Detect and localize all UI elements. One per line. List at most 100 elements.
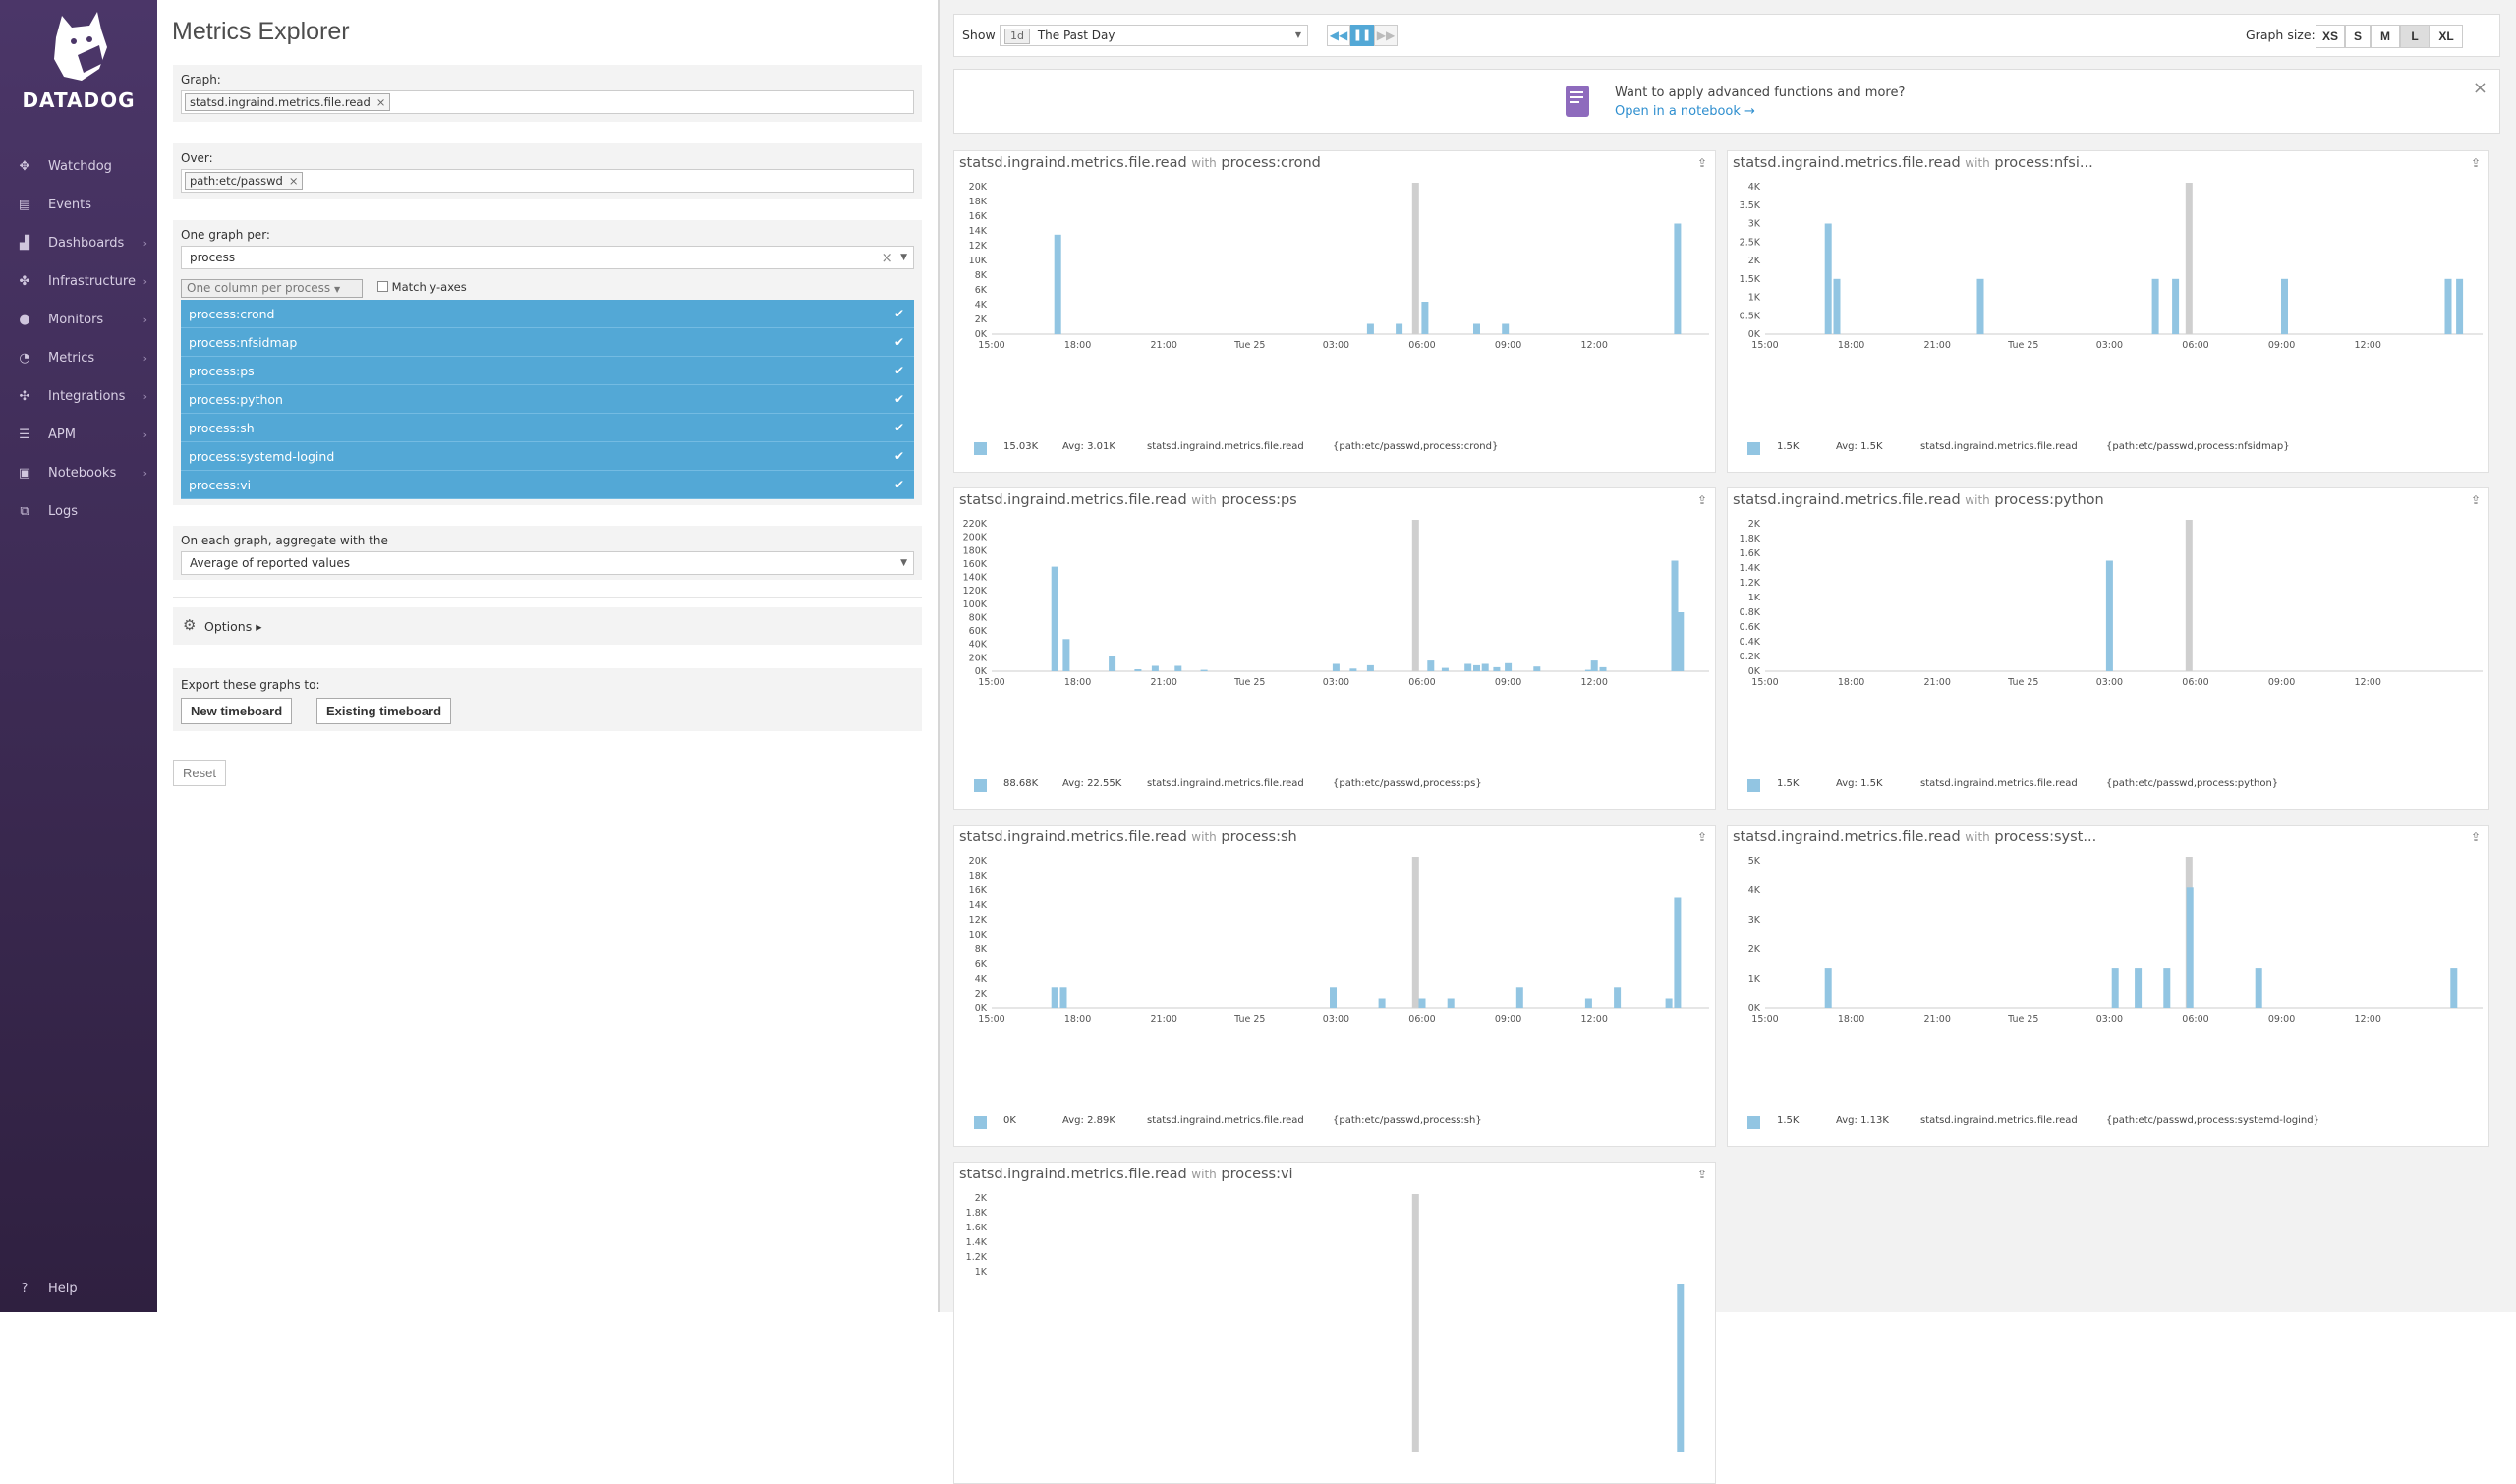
process-option[interactable]: process:sh ✔ [181,414,914,442]
metric-tag[interactable]: statsd.ingraind.metrics.file.read × [185,93,391,111]
data-bar[interactable] [1062,639,1070,671]
aggregate-select[interactable]: Average of reported values ▼ [181,551,914,575]
data-bar[interactable] [1481,663,1489,672]
open-notebook-link[interactable]: Open in a notebook → [1615,104,1755,119]
sidebar-item-apm[interactable]: ☰ APM › [0,418,157,453]
datadog-logo[interactable]: DATADOG [0,8,157,126]
data-bar[interactable] [1378,998,1386,1009]
data-bar[interactable] [1473,664,1480,671]
data-bar[interactable] [1330,987,1337,1009]
clear-icon[interactable]: × [881,249,893,266]
remove-tag-icon[interactable]: × [288,174,299,188]
data-bar[interactable] [2105,560,2113,672]
new-timeboard-button[interactable]: New timeboard [181,698,293,724]
data-bar[interactable] [1200,669,1208,671]
remove-tag-icon[interactable]: × [375,95,386,109]
metric-graph-panel[interactable]: statsd.ingraind.metrics.file.read with p… [1727,487,2489,810]
data-bar[interactable] [2186,887,2194,1008]
size-xl-button[interactable]: XL [2430,25,2463,48]
sidebar-item-notebooks[interactable]: ▣ Notebooks › [0,456,157,491]
export-graph-icon[interactable]: ⇪ [1696,830,1707,844]
data-bar[interactable] [1677,612,1685,671]
data-bar[interactable] [1533,666,1541,671]
data-bar[interactable] [1671,560,1679,672]
size-s-button[interactable]: S [2345,25,2371,48]
existing-timeboard-button[interactable]: Existing timeboard [316,698,452,724]
process-option[interactable]: process:python ✔ [181,385,914,414]
metric-graph-panel[interactable]: statsd.ingraind.metrics.file.read with p… [953,1162,1716,1484]
data-bar[interactable] [2172,278,2180,335]
match-y-checkbox[interactable] [377,281,388,292]
data-bar[interactable] [1109,656,1116,671]
forward-icon[interactable]: ▶▶ [1374,25,1398,46]
process-option[interactable]: process:nfsidmap ✔ [181,328,914,357]
data-bar[interactable] [1493,666,1501,671]
data-bar[interactable] [2444,278,2452,335]
data-bar[interactable] [1349,668,1357,671]
data-bar[interactable] [2151,278,2159,335]
data-bar[interactable] [1151,665,1159,672]
data-bar[interactable] [1051,566,1058,671]
process-option[interactable]: process:systemd-logind ✔ [181,442,914,471]
size-xs-button[interactable]: XS [2316,25,2345,48]
over-scope-input[interactable]: path:etc/passwd × [181,169,914,193]
data-bar[interactable] [2456,278,2464,335]
scope-tag[interactable]: path:etc/passwd × [185,172,304,190]
column-select[interactable]: One column per process ▼ [181,279,363,298]
data-bar[interactable] [1584,669,1592,671]
data-bar[interactable] [1427,660,1435,671]
pause-icon[interactable]: ❚❚ [1350,25,1374,46]
data-bar[interactable] [1502,323,1510,335]
data-bar[interactable] [2450,968,2458,1008]
reset-button[interactable]: Reset [173,760,226,786]
export-graph-icon[interactable]: ⇪ [2470,156,2481,170]
data-bar[interactable] [2111,968,2119,1008]
sidebar-item-watchdog[interactable]: ✥ Watchdog [0,149,157,185]
process-option[interactable]: process:ps ✔ [181,357,914,385]
chevron-down-icon[interactable]: ▼ [900,253,907,262]
time-range-select[interactable]: 1d The Past Day ▼ [1000,25,1308,46]
export-graph-icon[interactable]: ⇪ [1696,1168,1707,1181]
options-toggle[interactable]: Options ▸ [204,619,262,634]
data-bar[interactable] [1824,968,1832,1008]
graph-metric-input[interactable]: statsd.ingraind.metrics.file.read × [181,90,914,114]
data-bar[interactable] [1396,323,1403,335]
data-bar[interactable] [2281,278,2288,335]
data-bar[interactable] [2135,968,2143,1008]
sidebar-item-events[interactable]: ▤ Events [0,188,157,223]
data-bar[interactable] [2255,968,2262,1008]
data-bar[interactable] [1584,998,1592,1009]
match-y-axes[interactable]: Match y-axes [377,280,467,294]
sidebar-item-monitors[interactable]: ● Monitors › [0,303,157,338]
metric-graph-panel[interactable]: statsd.ingraind.metrics.file.read with p… [1727,825,2489,1147]
metric-graph-panel[interactable]: statsd.ingraind.metrics.file.read with p… [953,487,1716,810]
sidebar-item-infrastructure[interactable]: ✤ Infrastructure › [0,264,157,300]
data-bar[interactable] [1174,665,1182,672]
process-option[interactable]: process:crond ✔ [181,300,914,328]
data-bar[interactable] [1051,987,1058,1009]
data-bar[interactable] [1447,998,1455,1009]
data-bar[interactable] [1599,666,1607,671]
close-icon[interactable]: × [2472,78,2487,98]
data-bar[interactable] [1464,663,1472,672]
sidebar-item-logs[interactable]: ⧉ Logs [0,494,157,530]
data-bar[interactable] [1674,223,1682,335]
export-graph-icon[interactable]: ⇪ [2470,493,2481,507]
export-graph-icon[interactable]: ⇪ [1696,156,1707,170]
data-bar[interactable] [1473,323,1480,335]
group-by-select[interactable]: process × ▼ [181,246,914,269]
sidebar-item-metrics[interactable]: ◔ Metrics › [0,341,157,376]
options-section[interactable]: ⚙ Options ▸ [173,607,922,645]
data-bar[interactable] [1059,987,1067,1009]
data-bar[interactable] [1590,660,1598,671]
data-bar[interactable] [1505,662,1513,671]
data-bar[interactable] [2163,968,2171,1008]
data-bar[interactable] [1515,987,1523,1009]
data-bar[interactable] [1677,1284,1685,1452]
panel-divider[interactable] [938,0,940,1312]
rewind-icon[interactable]: ◀◀ [1327,25,1350,46]
data-bar[interactable] [1674,897,1682,1009]
metric-graph-panel[interactable]: statsd.ingraind.metrics.file.read with p… [953,150,1716,473]
process-option[interactable]: process:vi ✔ [181,471,914,499]
data-bar[interactable] [1054,234,1061,335]
